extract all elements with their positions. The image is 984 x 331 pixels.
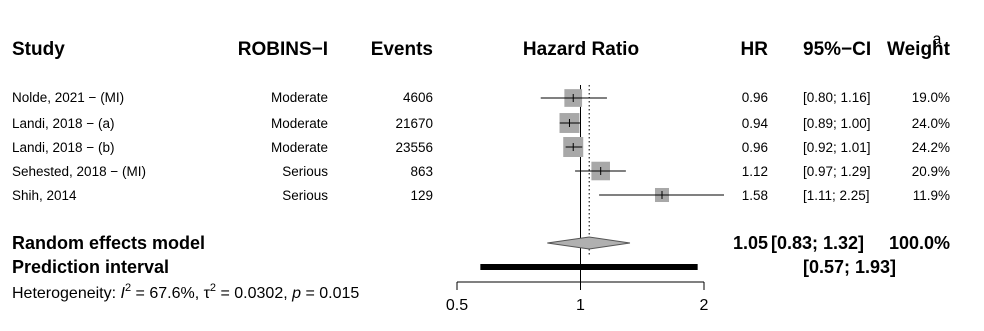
study-robins: Moderate bbox=[271, 140, 328, 155]
x-tick-label: 0.5 bbox=[446, 297, 468, 314]
study-weight: 20.9% bbox=[912, 164, 950, 179]
study-ci: [0.89; 1.00] bbox=[803, 116, 871, 131]
study-weight: 24.0% bbox=[912, 116, 950, 131]
random-effects-hr: 1.05 bbox=[733, 233, 768, 253]
random-effects-label: Random effects model bbox=[12, 233, 205, 253]
study-name: Sehested, 2018 − (MI) bbox=[12, 164, 146, 179]
study-events: 4606 bbox=[403, 90, 433, 105]
study-hr: 0.94 bbox=[742, 116, 769, 131]
plot-area: 0.5 1 2 bbox=[446, 85, 724, 314]
study-weight: 24.2% bbox=[912, 140, 950, 155]
study-robins: Moderate bbox=[271, 116, 328, 131]
study-hr: 1.58 bbox=[742, 188, 768, 203]
study-events: 21670 bbox=[395, 116, 433, 131]
study-name: Nolde, 2021 − (MI) bbox=[12, 90, 124, 105]
study-hr: 0.96 bbox=[742, 90, 768, 105]
study-name: Landi, 2018 − (a) bbox=[12, 116, 114, 131]
study-ci: [0.80; 1.16] bbox=[803, 90, 871, 105]
x-tick-label: 2 bbox=[700, 297, 709, 314]
study-robins: Serious bbox=[282, 164, 328, 179]
study-hr: 0.96 bbox=[742, 140, 768, 155]
prediction-interval-bar bbox=[480, 264, 698, 270]
study-ci: [1.11; 2.25] bbox=[803, 188, 870, 203]
study-robins: Moderate bbox=[271, 90, 328, 105]
study-robins: Serious bbox=[282, 188, 328, 203]
x-tick-label: 1 bbox=[576, 297, 585, 314]
header-hazard-ratio: Hazard Ratio bbox=[523, 39, 639, 60]
prediction-interval-label: Prediction interval bbox=[12, 257, 169, 277]
study-row: Sehested, 2018 − (MI) Serious 863 1.12 [… bbox=[12, 164, 950, 179]
pooled-diamond bbox=[547, 236, 631, 250]
study-hr: 1.12 bbox=[742, 164, 768, 179]
header-events: Events bbox=[371, 39, 433, 60]
study-events: 23556 bbox=[395, 140, 433, 155]
header-study: Study bbox=[12, 39, 65, 60]
study-weight: 19.0% bbox=[912, 90, 950, 105]
header-robins: ROBINS−I bbox=[238, 39, 328, 60]
study-row: Nolde, 2021 − (MI) Moderate 4606 0.96 [0… bbox=[12, 90, 950, 105]
header-ci: 95%−CI bbox=[803, 39, 871, 60]
study-row: Landi, 2018 − (b) Moderate 23556 0.96 [0… bbox=[12, 140, 950, 155]
study-row: Landi, 2018 − (a) Moderate 21670 0.94 [0… bbox=[12, 116, 950, 131]
header-weight: Weight bbox=[887, 39, 951, 60]
study-ci: [0.97; 1.29] bbox=[803, 164, 871, 179]
study-name: Shih, 2014 bbox=[12, 188, 77, 203]
header-hr: HR bbox=[741, 39, 769, 60]
study-events: 863 bbox=[410, 164, 433, 179]
heterogeneity-text: Heterogeneity: I2 = 67.6%, τ2 = 0.0302, … bbox=[12, 282, 359, 302]
study-name: Landi, 2018 − (b) bbox=[12, 140, 114, 155]
study-events: 129 bbox=[410, 188, 433, 203]
study-row: Shih, 2014 Serious 129 1.58 [1.11; 2.25]… bbox=[12, 188, 950, 203]
random-effects-weight: 100.0% bbox=[889, 233, 950, 253]
study-ci: [0.92; 1.01] bbox=[803, 140, 871, 155]
prediction-interval-ci: [0.57; 1.93] bbox=[803, 257, 896, 277]
random-effects-ci: [0.83; 1.32] bbox=[771, 233, 864, 253]
panel-label: a bbox=[933, 31, 942, 48]
study-weight: 11.9% bbox=[913, 188, 950, 203]
